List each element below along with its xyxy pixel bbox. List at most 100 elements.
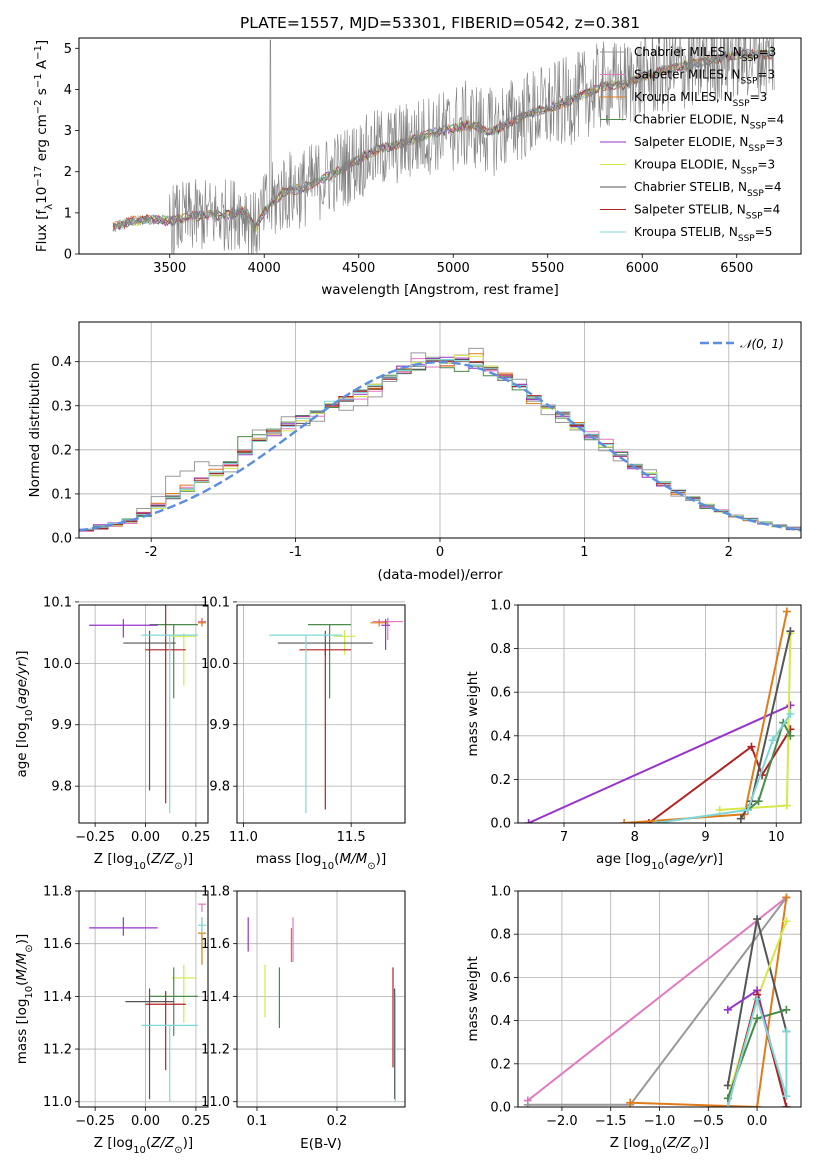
x-axis-label-part: ⊙ [690, 1145, 698, 1156]
plot-area-ebv_mass [247, 917, 396, 1102]
y-axis-label-part: λ [44, 204, 55, 210]
x-axis-label-part: )] [183, 1135, 194, 1151]
weight-marker [723, 1005, 732, 1014]
x-tick-label: −0.25 [75, 830, 115, 845]
y-axis-label-part: ( [14, 704, 30, 709]
x-axis-label-part: 10 [651, 861, 664, 872]
axes-frame [517, 604, 802, 824]
y-tick-label: 9.8 [51, 780, 72, 795]
plot-area-mass_age [269, 617, 403, 814]
axes-frame [236, 890, 406, 1108]
x-tick-label: 0.2 [327, 1114, 348, 1129]
legend-sub: SSP [741, 167, 758, 177]
y-tick-label: 11.0 [43, 1095, 72, 1110]
y-axis-label-part: erg cm [34, 114, 50, 165]
observed-spectrum [112, 38, 775, 254]
x-axis-label-part: M/M [339, 851, 367, 867]
y-tick-label: 9.9 [209, 718, 230, 733]
x-tick-label: 5500 [531, 261, 564, 276]
y-axis-label-part: age [log [14, 722, 30, 777]
y-tick-label: 0.4 [490, 729, 511, 744]
x-axis-label: wavelength [Angstrom, rest frame] [321, 282, 559, 298]
errorbar-point [145, 991, 186, 1071]
x-axis-label-part: 10 [321, 861, 334, 872]
errorbar-point [333, 630, 356, 655]
x-tick-label: 9 [701, 830, 709, 845]
weight-marker [651, 819, 660, 823]
x-axis-label-part: ( [662, 1135, 667, 1151]
axes-residuals: -2 -1 0 1 2 0.0 0.1 0.2 0.3 0.4 (data-model)/error… [27, 321, 802, 583]
legend-tail: =5 [755, 225, 773, 239]
plot-area-spectrum [112, 38, 775, 254]
legend-tail: =4 [763, 203, 781, 217]
y-tick-label: 0.6 [490, 686, 511, 701]
y-tick-label: 0.4 [490, 1014, 511, 1029]
x-tick-label: 5000 [437, 261, 470, 276]
y-axis-label-part: 10 [24, 710, 35, 723]
y-tick-label: 0.0 [490, 1101, 511, 1116]
errorbar-point [125, 988, 174, 1100]
y-tick-label: 0.8 [490, 642, 511, 657]
weight-marker [782, 1027, 791, 1036]
y-axis-label-part: −1 [33, 73, 44, 88]
x-tick-label: 7 [560, 830, 568, 845]
x-tick-label: −1.5 [595, 1114, 627, 1129]
errorbar-point [141, 1024, 198, 1102]
errorbar-point [197, 903, 206, 913]
x-axis-label-part: ( [146, 1135, 151, 1151]
y-tick-label: 0.3 [51, 399, 72, 414]
plot-area-z_mass [89, 903, 206, 1102]
legend-sub: SSP [746, 212, 763, 222]
axes-frame [78, 890, 209, 1108]
y-tick-label: 11.0 [201, 1095, 230, 1110]
x-axis-label-part: 10 [133, 1145, 146, 1156]
axes-frame [78, 321, 802, 539]
y-tick-label: 10.1 [43, 595, 72, 610]
legend-entry: Kroupa MILES, NSSP=3 [634, 90, 767, 109]
weight-marker [768, 736, 777, 745]
legend-tail: =3 [750, 90, 768, 104]
errorbar-point [89, 917, 158, 936]
errorbar-point [370, 619, 388, 627]
errorbar-point [308, 624, 352, 699]
x-axis-label-part: ( [146, 851, 151, 867]
legend-tail: =3 [759, 45, 777, 59]
legend-text: Chabrier ELODIE, N [634, 113, 750, 127]
weight-marker [736, 814, 745, 823]
y-axis-label-part: −1 [33, 45, 44, 60]
y-tick-label: 0.8 [490, 928, 511, 943]
legend-entry: Chabrier STELIB, NSSP=4 [634, 180, 782, 199]
errorbar-point [123, 630, 176, 791]
legend-sub: SSP [738, 234, 755, 244]
x-tick-label: 4500 [342, 261, 375, 276]
x-tick-label: 0.0 [747, 1114, 768, 1129]
x-axis-label-part: Z [log [94, 1135, 133, 1151]
weight-line-salpeter-elodie [528, 704, 791, 823]
y-tick-label: 11.6 [43, 937, 72, 952]
plot-area-age_weight [524, 607, 795, 823]
weight-marker [786, 710, 795, 718]
x-tick-label: −0.5 [693, 1114, 725, 1129]
y-axis-label-part: s [34, 88, 50, 99]
weight-marker [524, 819, 533, 823]
x-axis-label: mass [log10(M/M⊙)] [256, 851, 386, 872]
legend-text: Kroupa MILES, N [634, 90, 733, 104]
y-tick-label: 1.0 [490, 599, 511, 614]
legend-tail: =3 [757, 158, 775, 172]
x-tick-label: 0 [436, 545, 444, 560]
weight-marker [715, 805, 724, 814]
weight-marker [786, 701, 795, 710]
y-tick-label: 11.2 [201, 1043, 230, 1058]
x-axis-label: age [log10(age/yr)] [596, 851, 723, 872]
x-axis-label-part: Z/Z [666, 1135, 691, 1151]
errorbar-point [372, 617, 403, 641]
y-tick-label: 3 [64, 124, 72, 139]
y-tick-label: 11.4 [201, 990, 230, 1005]
y-tick-label: 0.0 [490, 817, 511, 832]
weight-line-salpeter-miles [527, 896, 788, 1102]
x-tick-label: 0.1 [247, 1114, 268, 1129]
errorbar-point [171, 964, 196, 1023]
x-axis-label-part: )] [713, 851, 724, 867]
